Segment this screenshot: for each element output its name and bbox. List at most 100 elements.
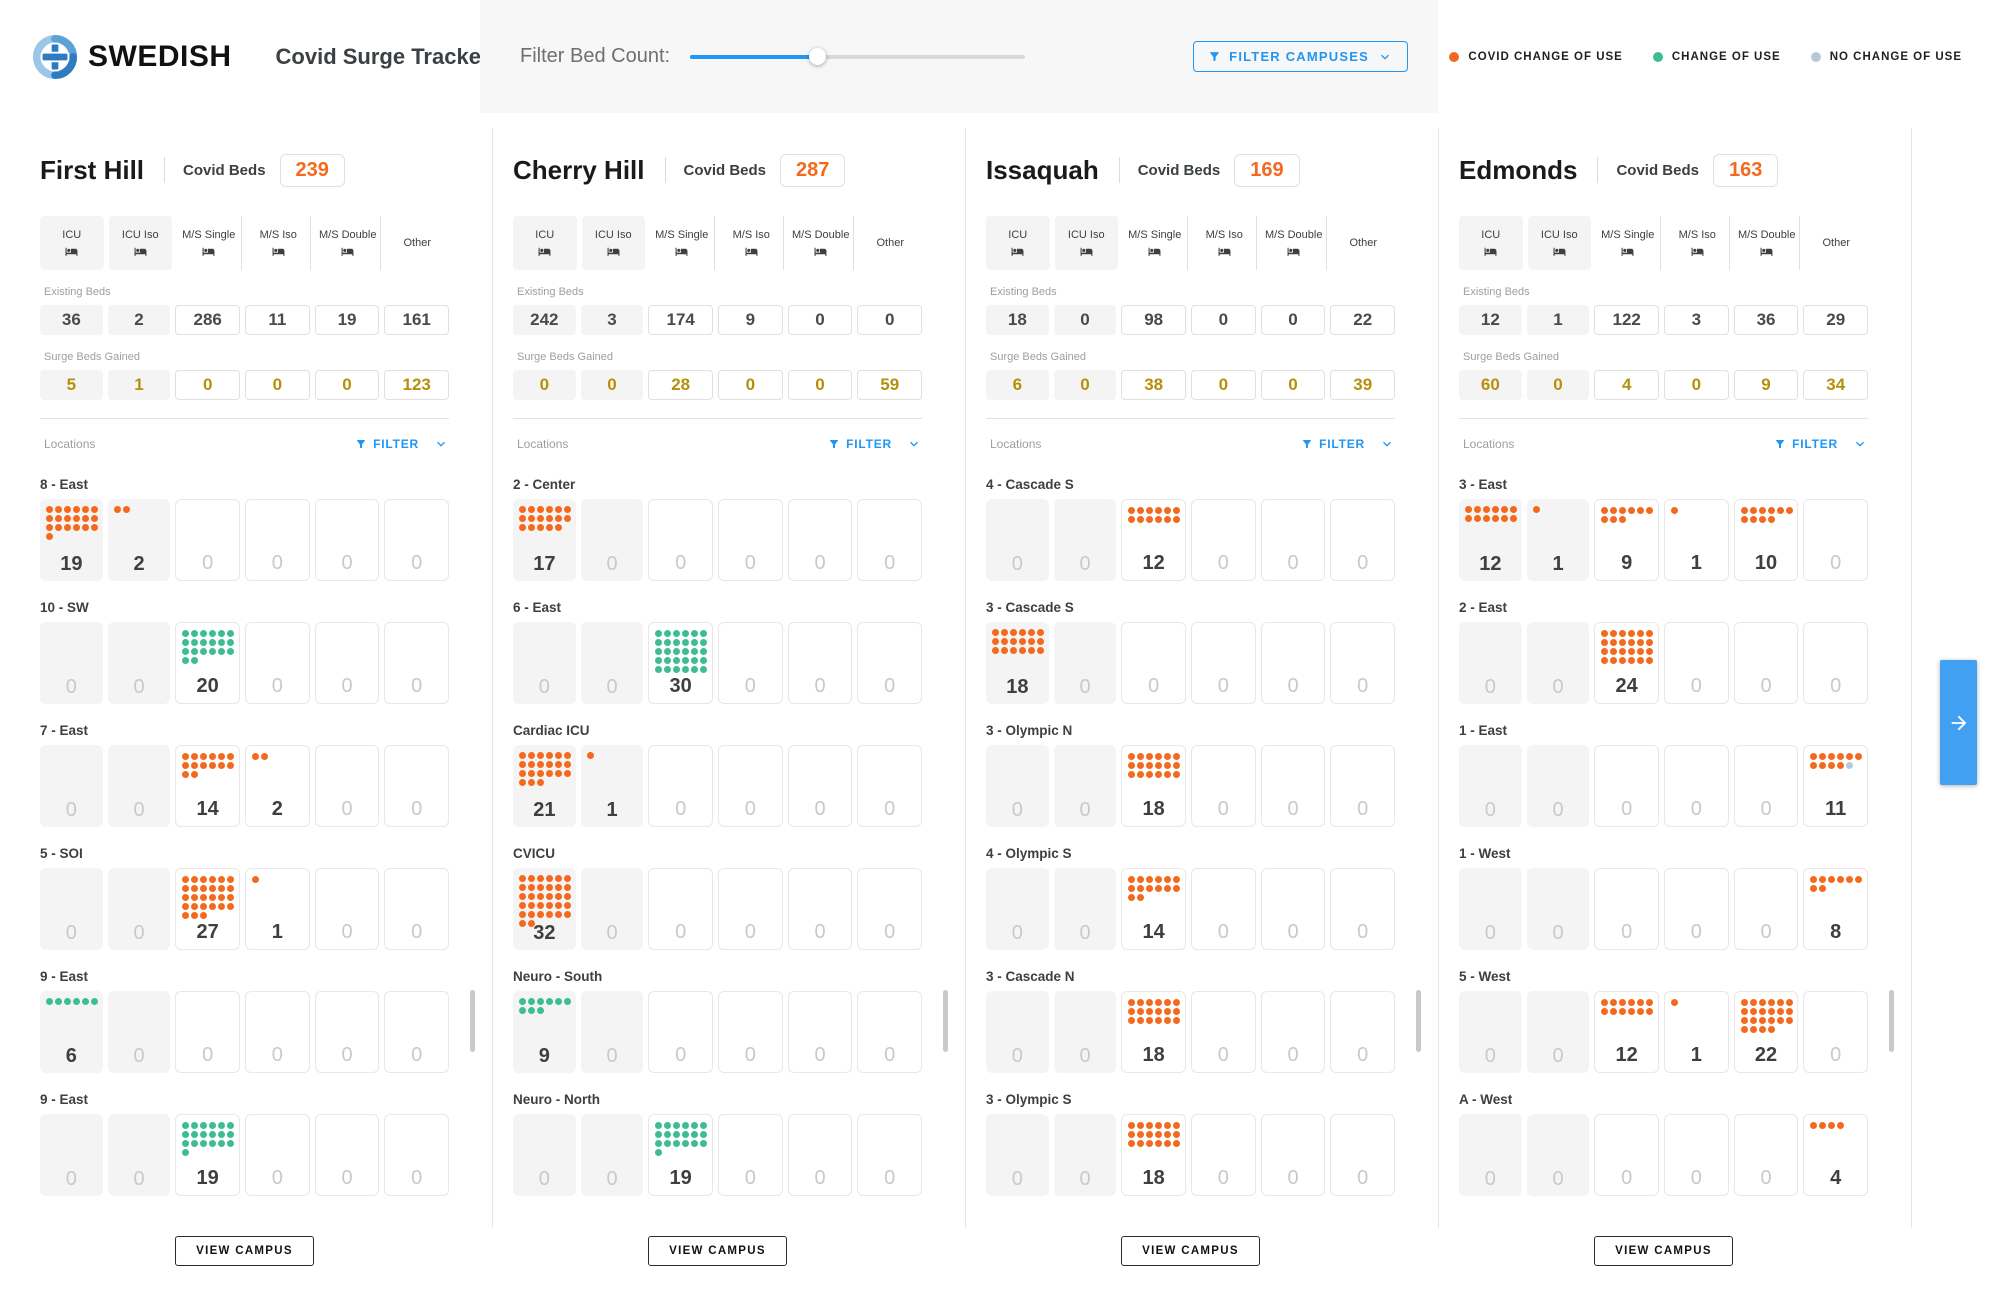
tab-other[interactable]: Other [859,216,923,270]
existing-beds-row: 36 2 286 11 19 161 [40,305,450,335]
tab-m-s-single[interactable]: M/S Single [650,216,715,270]
covid-bed-dot [209,762,217,769]
locations-filter-button[interactable]: FILTER [1301,436,1395,452]
cell-count: 0 [814,798,826,820]
bed-count-cell: 0 [314,622,380,704]
slider-track[interactable] [690,54,1026,59]
tab-icu-iso[interactable]: ICU Iso [1527,216,1591,270]
cell-count: 0 [1484,799,1496,821]
cell-count: 0 [1287,675,1299,697]
bed-dots [519,506,573,533]
bed-count-cell: 0 [787,622,853,704]
tab-m-s-double[interactable]: M/S Double [789,216,854,270]
bed-count-cell: 14 [175,745,241,827]
locations-filter-button[interactable]: FILTER [355,436,449,452]
surge-beds-label: Surge Beds Gained [990,351,1087,363]
view-campus-button[interactable]: VIEW CAMPUS [648,1236,787,1266]
covid-bed-dot [1128,1131,1136,1138]
tab-icu-iso[interactable]: ICU Iso [108,216,172,270]
covid-bed-dot [528,506,535,513]
existing-beds-label: Existing Beds [44,286,111,298]
next-campuses-button[interactable] [1940,660,1977,785]
covid-bed-dot [555,875,562,882]
tab-m-s-single[interactable]: M/S Single [177,216,242,270]
tab-other[interactable]: Other [1332,216,1396,270]
section-divider [513,418,922,419]
covid-bed-dot [1137,885,1145,892]
campus-name: Cherry Hill [513,154,645,185]
locations-filter-button[interactable]: FILTER [828,436,922,452]
surge-beds-value: 39 [1330,370,1396,400]
locations-scrollbar[interactable] [943,990,948,1052]
slider-thumb[interactable] [809,47,827,65]
tab-m-s-iso[interactable]: M/S Iso [1666,216,1730,270]
covid-bed-dot [1628,630,1636,637]
covid-bed-dot [1137,1008,1145,1015]
covid-bed-dot [537,770,544,777]
tab-m-s-double[interactable]: M/S Double [316,216,381,270]
covid-bed-dot [1173,1140,1181,1147]
bed-count-cell: 0 [986,745,1049,827]
tab-m-s-iso[interactable]: M/S Iso [1193,216,1257,270]
tab-icu[interactable]: ICU [40,216,104,270]
bed-count-cell: 0 [718,991,783,1073]
covid-bed-dot [1776,1017,1784,1024]
covid-bed-dot [1128,876,1136,883]
change-bed-dot [673,657,681,664]
tab-other[interactable]: Other [1805,216,1869,270]
bed-type-tabs: ICU ICU Iso M/S Single M/S Iso M/S Double Oth… [1459,216,1868,270]
covid-bed-dot [1146,516,1154,523]
change-bed-dot [218,1131,226,1138]
tab-label: Other [1349,237,1377,249]
locations-scrollbar[interactable] [1416,990,1421,1052]
filter-campuses-button[interactable]: FILTER CAMPUSES [1193,41,1408,72]
locations-filter-button[interactable]: FILTER [1774,436,1868,452]
change-bed-dot [682,648,690,655]
tab-icu-iso[interactable]: ICU Iso [1054,216,1118,270]
locations-scrollbar[interactable] [1889,990,1894,1052]
tab-m-s-single[interactable]: M/S Single [1596,216,1661,270]
tab-icu[interactable]: ICU [986,216,1050,270]
tab-other[interactable]: Other [386,216,450,270]
cell-count: 0 [675,921,687,943]
cell-count: 18 [1142,798,1165,820]
covid-bed-dot [546,911,553,918]
covid-bed-dot [1628,657,1636,664]
view-campus-button[interactable]: VIEW CAMPUS [1594,1236,1733,1266]
surge-beds-value: 4 [1594,370,1660,400]
tab-icu-iso[interactable]: ICU Iso [581,216,645,270]
covid-bed-dot [209,894,217,901]
tab-m-s-iso[interactable]: M/S Iso [247,216,311,270]
covid-bed-dot [1740,1008,1748,1015]
cell-count: 0 [1011,799,1023,821]
cell-count: 0 [65,799,77,821]
view-campus-button[interactable]: VIEW CAMPUS [1121,1236,1260,1266]
tab-m-s-single[interactable]: M/S Single [1123,216,1188,270]
covid-bed-dot [1601,516,1609,523]
locations-header: Locations FILTER [986,433,1395,455]
bed-count-cell: 0 [1459,622,1522,704]
covid-bed-dot [1173,1017,1181,1024]
tab-m-s-double[interactable]: M/S Double [1262,216,1327,270]
covid-bed-dot [1810,762,1818,769]
location-row: 10 - SW 0 0 20 0 0 0 [40,600,450,704]
bed-count-slider[interactable] [690,47,1026,66]
tab-icu[interactable]: ICU [513,216,577,270]
cell-count: 0 [341,1044,353,1066]
view-campus-button[interactable]: VIEW CAMPUS [175,1236,314,1266]
legend-item-covid: COVID CHANGE OF USE [1449,51,1622,63]
covid-bed-dot [528,884,535,891]
covid-bed-dot [1810,885,1818,892]
locations-scrollbar[interactable] [470,990,475,1052]
change-bed-dot [537,1007,544,1014]
tab-icu[interactable]: ICU [1459,216,1523,270]
cell-count: 0 [1148,675,1160,697]
tab-m-s-double[interactable]: M/S Double [1735,216,1800,270]
tab-m-s-iso[interactable]: M/S Iso [720,216,784,270]
location-name: 4 - Cascade S [986,477,1074,492]
bed-count-cell: 0 [1191,622,1256,704]
change-bed-dot [655,657,663,664]
cell-count: 0 [538,676,550,698]
covid-bed-dot [1037,629,1044,636]
covid-bed-dot [1128,753,1136,760]
